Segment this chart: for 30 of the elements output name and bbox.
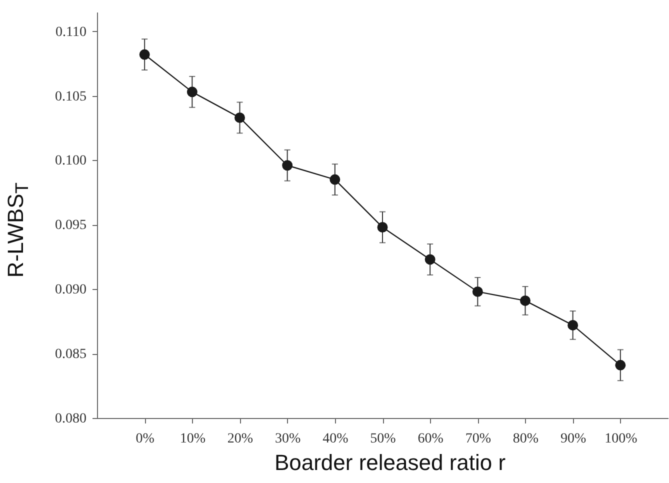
x-tick-label: 0% (136, 432, 155, 446)
point (472, 286, 483, 297)
point (377, 222, 388, 232)
point (568, 320, 578, 330)
point (282, 160, 293, 171)
point (424, 254, 436, 265)
x-tick-label: 70% (465, 432, 492, 446)
y-tick-label: 0.105 (55, 89, 86, 104)
point (615, 360, 626, 370)
x-tick-label: 20% (227, 432, 254, 446)
x-axis-title: Boarder released ratio r (274, 450, 506, 476)
x-tick-label: 100% (604, 432, 638, 446)
point (234, 112, 245, 123)
y-tick-label: 0.080 (55, 412, 86, 426)
y-tick-label: 0.100 (55, 154, 86, 169)
y-tick-label: 0.085 (55, 347, 86, 362)
point (139, 49, 150, 60)
point (330, 174, 340, 185)
x-tick-label: 50% (370, 432, 396, 446)
x-tick-label: 60% (418, 432, 444, 446)
x-tick-label: 80% (512, 432, 539, 446)
x-tick-label: 10% (180, 432, 206, 446)
x-tick-label: 90% (560, 432, 586, 446)
point (186, 86, 198, 98)
point (520, 295, 530, 306)
y-tick-label: 0.095 (55, 218, 86, 234)
y-tick-label: 0.110 (56, 24, 86, 40)
x-tick-label: 30% (274, 432, 301, 446)
y-tick-label: 0.090 (55, 282, 86, 298)
x-tick-label: 40% (322, 432, 349, 446)
